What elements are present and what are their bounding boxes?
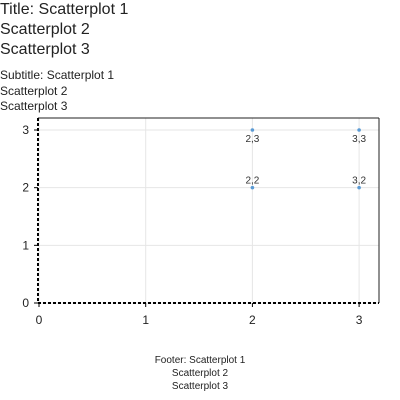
chart-title: Title: Scatterplot 1 Scatterplot 2 Scatt… [0, 0, 128, 60]
y-tick-label: 1 [22, 238, 29, 252]
title-line-3: Scatterplot 3 [0, 41, 90, 58]
data-point [357, 128, 361, 132]
footer-line-2: Scatterplot 2 [171, 368, 229, 379]
title-line-2: Scatterplot 2 [0, 21, 90, 38]
data-point [357, 185, 361, 190]
x-tick-label: 2 [249, 313, 256, 327]
subtitle-line-3: Scatterplot 3 [0, 99, 68, 113]
x-tick-label: 3 [356, 313, 363, 327]
x-tick-label: 0 [36, 313, 43, 327]
data-point-label: 3,2 [352, 176, 366, 187]
y-tick-label: 3 [22, 123, 29, 137]
chart-subtitle: Subtitle: Scatterplot 1 Scatterplot 2 Sc… [0, 68, 114, 115]
data-point-label: 3,3 [352, 134, 366, 145]
subtitle-line-1: Subtitle: Scatterplot 1 [0, 68, 115, 82]
data-point [250, 185, 255, 190]
data-point [250, 128, 255, 132]
chart-footer: Footer: Scatterplot 1 Scatterplot 2 Scat… [0, 354, 400, 393]
plot-area [38, 118, 379, 303]
data-point-label: 2,3 [245, 134, 259, 145]
subtitle-line-2: Scatterplot 2 [0, 83, 68, 98]
title-line-1: Title: Scatterplot 1 [0, 1, 129, 18]
data-point-label: 2,2 [245, 176, 259, 187]
footer-line-3: Scatterplot 3 [171, 381, 229, 392]
x-tick-label: 1 [142, 313, 149, 327]
y-tick-label: 0 [22, 296, 29, 310]
y-tick-label: 2 [22, 181, 29, 195]
footer-line-1: Footer: Scatterplot 1 [154, 355, 246, 366]
